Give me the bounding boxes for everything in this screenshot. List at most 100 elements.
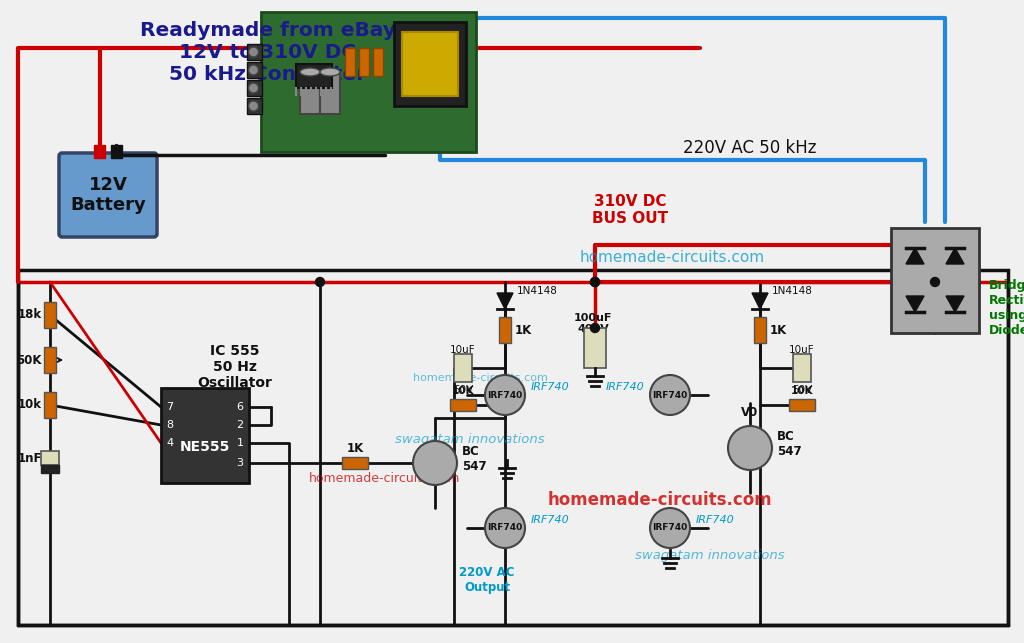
Text: 310V DC
BUS OUT: 310V DC BUS OUT xyxy=(592,194,668,226)
Polygon shape xyxy=(752,293,768,309)
Circle shape xyxy=(315,278,325,287)
FancyBboxPatch shape xyxy=(402,32,458,96)
FancyBboxPatch shape xyxy=(44,392,56,418)
Text: homemade-circuits.com: homemade-circuits.com xyxy=(580,251,765,266)
FancyBboxPatch shape xyxy=(891,228,979,332)
Circle shape xyxy=(931,278,939,287)
Text: 1K: 1K xyxy=(515,323,532,336)
Text: 2: 2 xyxy=(237,420,244,430)
Text: 1: 1 xyxy=(237,438,244,448)
Text: IRF740: IRF740 xyxy=(531,382,569,392)
Text: 10K: 10K xyxy=(791,386,813,396)
Text: 10K: 10K xyxy=(452,386,474,396)
FancyBboxPatch shape xyxy=(342,457,368,469)
FancyBboxPatch shape xyxy=(161,388,249,482)
Text: homemade-circuits.com: homemade-circuits.com xyxy=(413,373,548,383)
Text: 10uF: 10uF xyxy=(451,345,476,355)
Text: swagatam innovations: swagatam innovations xyxy=(635,548,784,561)
Text: 50K: 50K xyxy=(16,354,42,367)
FancyBboxPatch shape xyxy=(41,465,59,473)
Text: 220V AC
Output: 220V AC Output xyxy=(459,566,515,594)
Text: NE555: NE555 xyxy=(180,440,230,454)
Circle shape xyxy=(591,278,599,287)
Circle shape xyxy=(728,426,772,470)
Circle shape xyxy=(650,375,690,415)
FancyBboxPatch shape xyxy=(247,62,261,78)
Text: IRF740: IRF740 xyxy=(652,523,688,532)
FancyBboxPatch shape xyxy=(793,354,811,382)
Text: 400V: 400V xyxy=(578,324,609,334)
Text: 1N4148: 1N4148 xyxy=(772,286,813,296)
Text: 3: 3 xyxy=(237,458,244,468)
FancyBboxPatch shape xyxy=(373,48,383,76)
FancyBboxPatch shape xyxy=(44,347,56,373)
Text: IRF740: IRF740 xyxy=(605,382,644,392)
Text: 1N4148: 1N4148 xyxy=(517,286,558,296)
Text: IRF740: IRF740 xyxy=(531,515,569,525)
FancyBboxPatch shape xyxy=(247,44,261,60)
Circle shape xyxy=(413,441,457,485)
Text: 18k: 18k xyxy=(17,309,42,322)
Text: Readymade from eBay
12V to 310V DC
50 kHz Converter: Readymade from eBay 12V to 310V DC 50 kH… xyxy=(140,21,396,84)
Text: homemade-circuits.com: homemade-circuits.com xyxy=(309,471,461,484)
Text: 50V: 50V xyxy=(792,385,812,395)
FancyBboxPatch shape xyxy=(454,354,472,382)
FancyBboxPatch shape xyxy=(296,64,332,88)
Circle shape xyxy=(591,278,599,287)
Text: BC
547: BC 547 xyxy=(777,430,802,458)
Text: IRF740: IRF740 xyxy=(652,390,688,399)
Ellipse shape xyxy=(300,68,319,76)
Text: V0: V0 xyxy=(741,406,759,419)
Text: homemade-circuits.com: homemade-circuits.com xyxy=(548,491,772,509)
Circle shape xyxy=(249,65,258,75)
Text: IRF740: IRF740 xyxy=(487,523,522,532)
FancyBboxPatch shape xyxy=(41,451,59,465)
Text: IC 555
50 Hz
Oscillator: IC 555 50 Hz Oscillator xyxy=(198,344,272,390)
FancyBboxPatch shape xyxy=(790,399,815,411)
Text: IRF740: IRF740 xyxy=(487,390,522,399)
Text: 12V
Battery: 12V Battery xyxy=(70,176,145,214)
FancyBboxPatch shape xyxy=(584,328,606,368)
Text: 220V AC 50 kHz: 220V AC 50 kHz xyxy=(683,139,817,157)
Text: IRF740: IRF740 xyxy=(696,515,735,525)
Text: 100uF: 100uF xyxy=(573,313,612,323)
Text: 6: 6 xyxy=(237,402,244,412)
Polygon shape xyxy=(946,296,964,312)
FancyBboxPatch shape xyxy=(59,153,157,237)
FancyBboxPatch shape xyxy=(359,48,369,76)
Text: swagatam innovations: swagatam innovations xyxy=(395,433,545,446)
FancyBboxPatch shape xyxy=(345,48,355,76)
Circle shape xyxy=(249,47,258,57)
Polygon shape xyxy=(497,293,513,309)
Text: 8: 8 xyxy=(167,420,173,430)
FancyBboxPatch shape xyxy=(394,22,466,106)
FancyBboxPatch shape xyxy=(319,72,340,114)
Text: 7: 7 xyxy=(167,402,173,412)
Polygon shape xyxy=(906,296,924,312)
Circle shape xyxy=(485,375,525,415)
Text: Bridge
Rectifier
using 1N5408
Diodes: Bridge Rectifier using 1N5408 Diodes xyxy=(989,279,1024,337)
FancyBboxPatch shape xyxy=(111,145,122,158)
Text: 10uF: 10uF xyxy=(790,345,815,355)
Circle shape xyxy=(485,508,525,548)
Polygon shape xyxy=(906,248,924,264)
Text: 1K: 1K xyxy=(346,442,364,455)
FancyBboxPatch shape xyxy=(94,145,105,158)
FancyBboxPatch shape xyxy=(247,98,261,114)
Polygon shape xyxy=(946,248,964,264)
FancyBboxPatch shape xyxy=(499,317,511,343)
FancyBboxPatch shape xyxy=(260,12,475,152)
Circle shape xyxy=(249,83,258,93)
Text: 50V: 50V xyxy=(453,385,473,395)
Text: 10k: 10k xyxy=(18,399,42,412)
FancyBboxPatch shape xyxy=(247,80,261,96)
Text: 4: 4 xyxy=(167,438,173,448)
Circle shape xyxy=(650,508,690,548)
Text: 1nF: 1nF xyxy=(17,451,42,464)
Circle shape xyxy=(249,101,258,111)
FancyBboxPatch shape xyxy=(754,317,766,343)
Text: 1K: 1K xyxy=(770,323,787,336)
FancyBboxPatch shape xyxy=(450,399,476,411)
Ellipse shape xyxy=(319,68,340,76)
Circle shape xyxy=(591,323,599,332)
